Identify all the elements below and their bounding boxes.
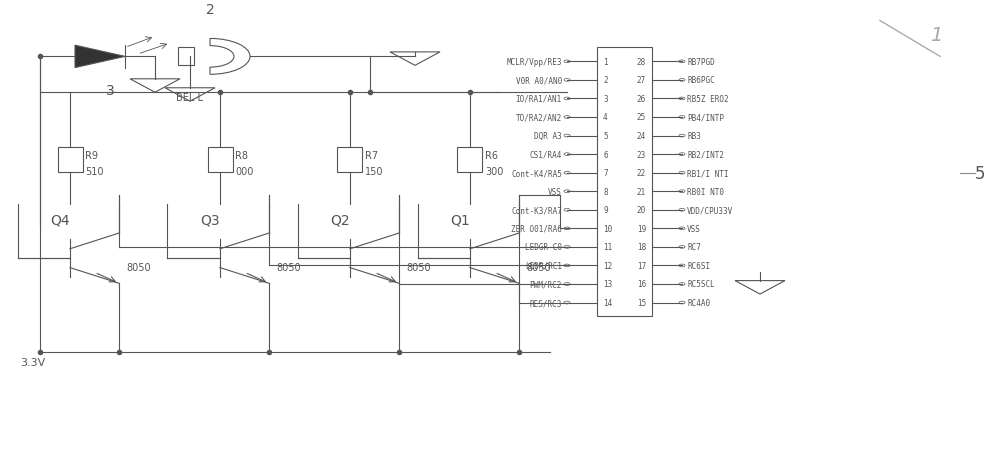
Text: 15: 15 xyxy=(637,299,646,308)
Text: 8: 8 xyxy=(603,187,608,196)
Text: 20: 20 xyxy=(637,206,646,215)
Text: 8050: 8050 xyxy=(406,262,431,272)
Text: 26: 26 xyxy=(637,95,646,104)
Text: 10: 10 xyxy=(603,224,612,233)
Text: 3: 3 xyxy=(603,95,608,104)
Text: RES/RC3: RES/RC3 xyxy=(530,299,562,308)
Text: 17: 17 xyxy=(637,262,646,270)
Bar xyxy=(457,148,482,172)
Bar xyxy=(597,48,652,317)
Text: 2: 2 xyxy=(206,3,214,17)
Text: RB1/I NTI: RB1/I NTI xyxy=(687,169,729,178)
Text: 24: 24 xyxy=(637,132,646,141)
Text: ZER O01/RA6: ZER O01/RA6 xyxy=(511,224,562,233)
Text: Cont-K3/RA7: Cont-K3/RA7 xyxy=(511,206,562,215)
Text: LEDGR C0: LEDGR C0 xyxy=(525,243,562,252)
Bar xyxy=(208,148,232,172)
Text: R8: R8 xyxy=(235,151,248,161)
Text: RB2/INT2: RB2/INT2 xyxy=(687,150,724,159)
Text: 6: 6 xyxy=(603,150,608,159)
Text: CS1/RA4: CS1/RA4 xyxy=(530,150,562,159)
Bar xyxy=(58,148,83,172)
Text: VSS: VSS xyxy=(687,224,701,233)
Text: 5: 5 xyxy=(975,165,986,183)
Text: 510: 510 xyxy=(85,166,104,176)
Text: 22: 22 xyxy=(637,169,646,178)
Text: 000: 000 xyxy=(235,166,253,176)
Text: R7: R7 xyxy=(365,151,378,161)
Text: PWM/RC2: PWM/RC2 xyxy=(530,280,562,289)
Text: RB5Z ERO2: RB5Z ERO2 xyxy=(687,95,729,104)
Text: 8050: 8050 xyxy=(276,262,301,272)
Text: R9: R9 xyxy=(85,151,98,161)
Text: 1: 1 xyxy=(930,26,942,45)
Text: 23: 23 xyxy=(637,150,646,159)
Text: 3: 3 xyxy=(106,84,114,98)
Text: Q2: Q2 xyxy=(330,213,350,227)
Text: 2: 2 xyxy=(603,76,608,85)
Text: RB7PGD: RB7PGD xyxy=(687,58,715,67)
Text: V0R A0/AN0: V0R A0/AN0 xyxy=(516,76,562,85)
Text: R6: R6 xyxy=(485,151,498,161)
Text: TO/RA2/AN2: TO/RA2/AN2 xyxy=(516,113,562,122)
Text: Q4: Q4 xyxy=(50,213,70,227)
Text: VSS: VSS xyxy=(548,187,562,196)
Text: RC4A0: RC4A0 xyxy=(687,299,710,308)
Text: Q3: Q3 xyxy=(200,213,220,227)
Text: BEL L: BEL L xyxy=(176,93,204,103)
Text: 8050: 8050 xyxy=(526,262,551,272)
Bar xyxy=(178,48,194,66)
Text: RC7: RC7 xyxy=(687,243,701,252)
Text: 4: 4 xyxy=(603,113,608,122)
Text: VDD/CPU33V: VDD/CPU33V xyxy=(687,206,733,215)
Text: PB4/INTP: PB4/INTP xyxy=(687,113,724,122)
Text: 5: 5 xyxy=(603,132,608,141)
Text: 19: 19 xyxy=(637,224,646,233)
Text: 13: 13 xyxy=(603,280,612,289)
Text: 11: 11 xyxy=(603,243,612,252)
Text: 27: 27 xyxy=(637,76,646,85)
Text: IO/RA1/AN1: IO/RA1/AN1 xyxy=(516,95,562,104)
Text: 300: 300 xyxy=(485,166,503,176)
Text: 3.3V: 3.3V xyxy=(20,357,45,367)
Text: DQR A3: DQR A3 xyxy=(534,132,562,141)
Text: 9: 9 xyxy=(603,206,608,215)
Text: 21: 21 xyxy=(637,187,646,196)
Text: 14: 14 xyxy=(603,299,612,308)
Text: RB6PGC: RB6PGC xyxy=(687,76,715,85)
Polygon shape xyxy=(75,46,125,69)
Text: 150: 150 xyxy=(365,166,384,176)
Text: RC6SI: RC6SI xyxy=(687,262,710,270)
Text: Cont-K4/RA5: Cont-K4/RA5 xyxy=(511,169,562,178)
Text: 1: 1 xyxy=(603,58,608,67)
Text: RC5SCL: RC5SCL xyxy=(687,280,715,289)
Text: RB0I NT0: RB0I NT0 xyxy=(687,187,724,196)
Text: 18: 18 xyxy=(637,243,646,252)
Text: 25: 25 xyxy=(637,113,646,122)
Text: 8050: 8050 xyxy=(126,262,151,272)
Text: 16: 16 xyxy=(637,280,646,289)
Bar xyxy=(337,148,362,172)
Text: Q1: Q1 xyxy=(450,213,470,227)
Text: MCLR/Vpp/RE3: MCLR/Vpp/RE3 xyxy=(507,58,562,67)
Text: 28: 28 xyxy=(637,58,646,67)
Text: LEDR/RC1: LEDR/RC1 xyxy=(525,262,562,270)
Text: RB3: RB3 xyxy=(687,132,701,141)
Text: 12: 12 xyxy=(603,262,612,270)
Text: 7: 7 xyxy=(603,169,608,178)
